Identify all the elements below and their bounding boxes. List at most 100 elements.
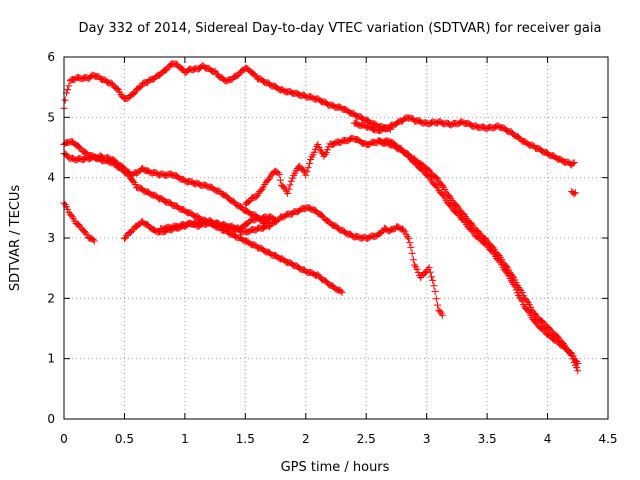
data-series [60, 60, 582, 375]
data-point [61, 96, 69, 104]
data-point [426, 268, 434, 276]
data-point [512, 286, 520, 294]
data-point [338, 288, 346, 296]
data-point [432, 174, 440, 182]
data-point [403, 233, 411, 241]
data-point [178, 65, 186, 73]
data-point [163, 66, 171, 74]
data-point [264, 176, 272, 184]
data-point [378, 228, 386, 236]
data-point [405, 152, 413, 160]
series-track-3 [568, 188, 579, 198]
data-point [482, 240, 490, 248]
data-point [502, 268, 510, 276]
x-tick-label: 2 [302, 432, 310, 446]
data-point [570, 190, 578, 198]
data-point [569, 159, 577, 167]
data-point [76, 143, 84, 151]
x-tick-label: 1 [181, 432, 189, 446]
x-tick-label: 3.5 [478, 432, 497, 446]
data-point [574, 367, 582, 375]
data-point [89, 236, 97, 244]
data-point [405, 234, 413, 242]
data-point [431, 288, 439, 296]
chart-title: Day 332 of 2014, Sidereal Day-to-day VTE… [79, 21, 602, 36]
data-point [286, 181, 294, 189]
data-point [400, 226, 408, 234]
data-point [130, 89, 138, 97]
data-point [446, 193, 454, 201]
data-point [251, 71, 259, 79]
data-point [320, 152, 328, 160]
data-point [432, 295, 440, 303]
data-point [310, 148, 318, 156]
data-point [573, 364, 581, 372]
series-track-1 [60, 60, 394, 133]
data-point [511, 283, 519, 291]
y-tick-label: 4 [47, 171, 55, 185]
data-point [76, 222, 84, 230]
data-point [432, 182, 440, 190]
data-point [467, 220, 475, 228]
data-point [280, 183, 288, 191]
x-tick-label: 0.5 [115, 432, 134, 446]
x-tick-label: 2.5 [357, 432, 376, 446]
x-tick-label: 4 [544, 432, 552, 446]
data-point [274, 169, 282, 177]
data-point [409, 256, 417, 264]
data-point [414, 268, 422, 276]
data-point [574, 359, 582, 367]
data-point [299, 166, 307, 174]
data-point [516, 293, 524, 301]
data-point [276, 176, 284, 184]
data-point [436, 307, 444, 315]
data-point [90, 237, 98, 245]
series-track-10 [374, 137, 582, 367]
data-point [571, 189, 579, 197]
y-tick-label: 5 [47, 110, 55, 124]
data-point [438, 311, 446, 319]
data-point [540, 326, 548, 334]
data-point [408, 249, 416, 257]
data-point [272, 216, 280, 224]
data-point [304, 164, 312, 172]
series-track-5 [60, 150, 274, 228]
data-point [285, 185, 293, 193]
data-point [337, 287, 345, 295]
data-point [302, 171, 310, 179]
data-point [303, 168, 311, 176]
data-point [429, 276, 437, 284]
x-tick-label: 3 [423, 432, 431, 446]
data-point [64, 86, 72, 94]
data-point [546, 325, 554, 333]
data-point [434, 301, 442, 309]
data-point [284, 189, 292, 197]
data-point [438, 182, 446, 190]
data-point [311, 145, 319, 153]
data-point [425, 264, 433, 272]
data-point [430, 282, 438, 290]
x-tick-label: 4.5 [598, 432, 617, 446]
x-tick-label: 0 [60, 432, 68, 446]
data-point [275, 170, 283, 178]
data-point [305, 159, 313, 167]
data-point [65, 82, 73, 90]
data-point [570, 159, 578, 167]
y-tick-label: 0 [47, 412, 55, 426]
x-tick-label: 1.5 [236, 432, 255, 446]
axis-ticks: 0 0.5 1 1.5 2 2.5 3 3.5 4 4.5 0 1 2 3 4 5 6 [47, 50, 617, 446]
data-point [317, 148, 325, 156]
x-axis-label: GPS time / hours [281, 460, 390, 475]
data-point [460, 211, 468, 219]
data-point [324, 146, 332, 154]
data-point [252, 193, 260, 201]
data-point [460, 217, 468, 225]
data-point [67, 211, 75, 219]
data-point [428, 273, 436, 281]
series-track-2 [350, 114, 578, 169]
y-axis-label: SDTVAR / TECUs [8, 185, 23, 292]
y-tick-label: 6 [47, 50, 55, 64]
data-point [425, 166, 433, 174]
y-tick-label: 3 [47, 231, 55, 245]
